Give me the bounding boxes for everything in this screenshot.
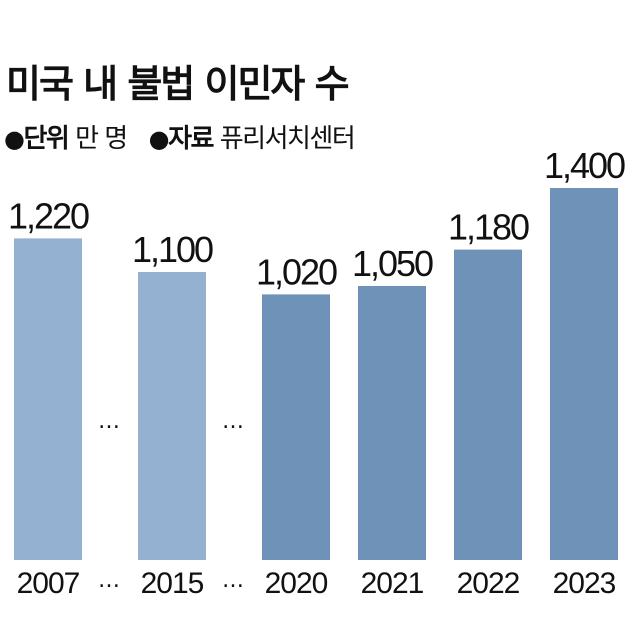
- unit-key: 단위: [23, 124, 69, 154]
- value-label-2021: 1,050: [352, 243, 433, 284]
- gap-marker-bars-1: …: [98, 409, 120, 434]
- value-label-2023: 1,400: [544, 145, 625, 186]
- value-label-2020: 1,020: [256, 251, 337, 292]
- x-tick-2007: 2007: [17, 567, 80, 600]
- bar-2015: [138, 272, 206, 560]
- chart-title: 미국 내 불법 이민자 수: [6, 62, 350, 106]
- bar-2020: [262, 294, 330, 560]
- gap-marker-axis-2: …: [222, 568, 244, 593]
- bar-2022: [454, 249, 522, 560]
- bar-2021: [358, 286, 426, 560]
- value-label-2007: 1,220: [8, 195, 89, 236]
- value-label-2015: 1,100: [132, 229, 213, 270]
- bar-2007: [14, 238, 82, 560]
- x-tick-2022: 2022: [457, 567, 520, 600]
- chart-meta: ●단위 만 명 ●자료 퓨리서치센터: [4, 122, 356, 156]
- x-tick-2020: 2020: [265, 567, 328, 600]
- bullet-icon: ●: [4, 125, 25, 153]
- unit-value: 만 명: [75, 124, 128, 154]
- gap-marker-bars-2: …: [222, 409, 244, 434]
- source-key: 자료: [168, 124, 214, 154]
- bullet-icon: ●: [148, 125, 170, 153]
- value-label-2022: 1,180: [448, 207, 529, 248]
- source-value: 퓨리서치센터: [219, 124, 356, 154]
- x-tick-2021: 2021: [361, 567, 424, 600]
- x-tick-2023: 2023: [553, 567, 616, 600]
- x-tick-2015: 2015: [141, 567, 204, 600]
- bar-2023: [550, 188, 618, 560]
- gap-marker-axis-1: …: [98, 568, 120, 593]
